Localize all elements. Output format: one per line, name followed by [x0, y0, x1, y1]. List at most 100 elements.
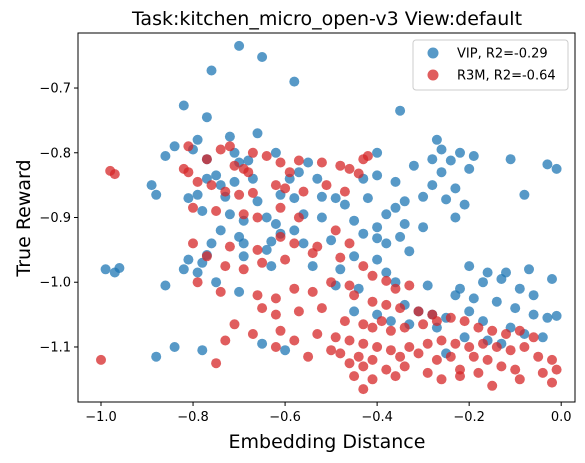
vip-point — [178, 264, 189, 275]
r3m-point — [436, 335, 447, 346]
x-tick-label: −0.6 — [269, 410, 301, 425]
vip-point — [468, 151, 479, 161]
vip-point — [289, 193, 300, 204]
r3m-point — [404, 342, 415, 352]
r3m-point — [316, 157, 327, 168]
r3m-point — [390, 371, 401, 382]
vip-point — [243, 155, 254, 166]
chart-title: Task:kitchen_micro_open-v3 View:default — [131, 8, 522, 30]
vip-point — [468, 293, 479, 304]
r3m-point — [211, 206, 222, 216]
r3m-point — [547, 354, 557, 365]
r3m-point — [307, 248, 318, 259]
vip-point — [100, 264, 111, 275]
vip-point — [234, 40, 245, 51]
r3m-point — [270, 309, 281, 320]
vip-point — [358, 228, 369, 239]
vip-point — [146, 180, 157, 191]
r3m-point — [220, 261, 231, 272]
vip-point — [418, 222, 429, 233]
r3m-point — [275, 325, 286, 336]
vip-point — [542, 312, 553, 323]
r3m-point — [464, 342, 475, 352]
r3m-point — [257, 303, 268, 314]
vip-point — [206, 238, 217, 249]
vip-point — [298, 238, 309, 249]
r3m-point — [385, 345, 396, 356]
r3m-point — [201, 154, 212, 165]
vip-point — [395, 231, 406, 242]
vip-point — [455, 147, 465, 158]
vip-point — [551, 163, 562, 174]
x-tick-label: −1.0 — [85, 410, 117, 425]
r3m-point — [514, 374, 525, 385]
r3m-point — [528, 332, 539, 343]
r3m-point — [307, 286, 318, 297]
vip-point — [192, 267, 203, 278]
vip-point — [381, 209, 392, 220]
vip-point — [280, 345, 291, 356]
vip-point — [422, 280, 433, 291]
r3m-point — [289, 335, 300, 346]
r3m-point — [399, 322, 410, 333]
vip-point — [326, 235, 337, 246]
r3m-point — [96, 354, 106, 365]
vip-point — [450, 183, 461, 194]
legend: VIP, R2=-0.29 R3M, R2=-0.64 — [412, 39, 569, 91]
r3m-point — [404, 280, 415, 291]
vip-point — [289, 76, 300, 87]
r3m-point — [280, 254, 291, 265]
r3m-point — [376, 316, 387, 327]
r3m-point — [459, 316, 470, 327]
r3m-point — [284, 167, 295, 178]
vip-point — [436, 167, 447, 178]
vip-point — [381, 267, 392, 278]
r3m-point — [293, 212, 304, 223]
r3m-point — [312, 329, 323, 339]
r3m-point — [252, 290, 263, 301]
vip-point — [339, 199, 350, 210]
vip-point — [169, 141, 180, 152]
vip-point — [257, 52, 268, 62]
r3m-point — [413, 306, 424, 317]
r3m-point — [381, 275, 392, 286]
r3m-point — [431, 316, 442, 327]
vip-point — [307, 261, 318, 272]
vip-point — [427, 180, 438, 191]
r3m-point — [390, 283, 401, 294]
vip-point — [372, 222, 383, 233]
r3m-point — [289, 238, 300, 249]
r3m-point — [206, 180, 217, 191]
vip-point — [431, 134, 442, 145]
r3m-point — [445, 312, 456, 323]
r3m-point — [330, 225, 341, 236]
r3m-point — [243, 167, 254, 178]
r3m-point — [275, 202, 286, 213]
r3m-point — [252, 244, 263, 255]
vip-point — [381, 238, 392, 249]
r3m-point — [224, 141, 235, 152]
r3m-point — [551, 364, 562, 375]
vip-point — [459, 199, 470, 210]
vip-point — [257, 338, 268, 349]
r3m-point — [293, 155, 304, 166]
r3m-point — [298, 186, 309, 197]
r3m-point — [349, 371, 360, 382]
vip-point — [349, 215, 360, 226]
r3m-point — [367, 374, 378, 385]
vip-point — [312, 173, 323, 184]
vip-point — [197, 345, 208, 356]
vip-point — [293, 167, 304, 178]
vip-point — [211, 170, 222, 181]
vip-point — [372, 170, 383, 181]
r3m-point — [247, 187, 258, 198]
r3m-point — [270, 293, 281, 304]
r3m-point — [358, 361, 369, 372]
r3m-point — [367, 322, 378, 333]
y-tick-label: −0.8 — [39, 146, 71, 161]
vip-point — [234, 286, 245, 297]
r3m-point — [358, 319, 369, 330]
vip-point — [238, 251, 249, 262]
vip-point — [514, 283, 525, 294]
r3m-point — [183, 141, 194, 152]
